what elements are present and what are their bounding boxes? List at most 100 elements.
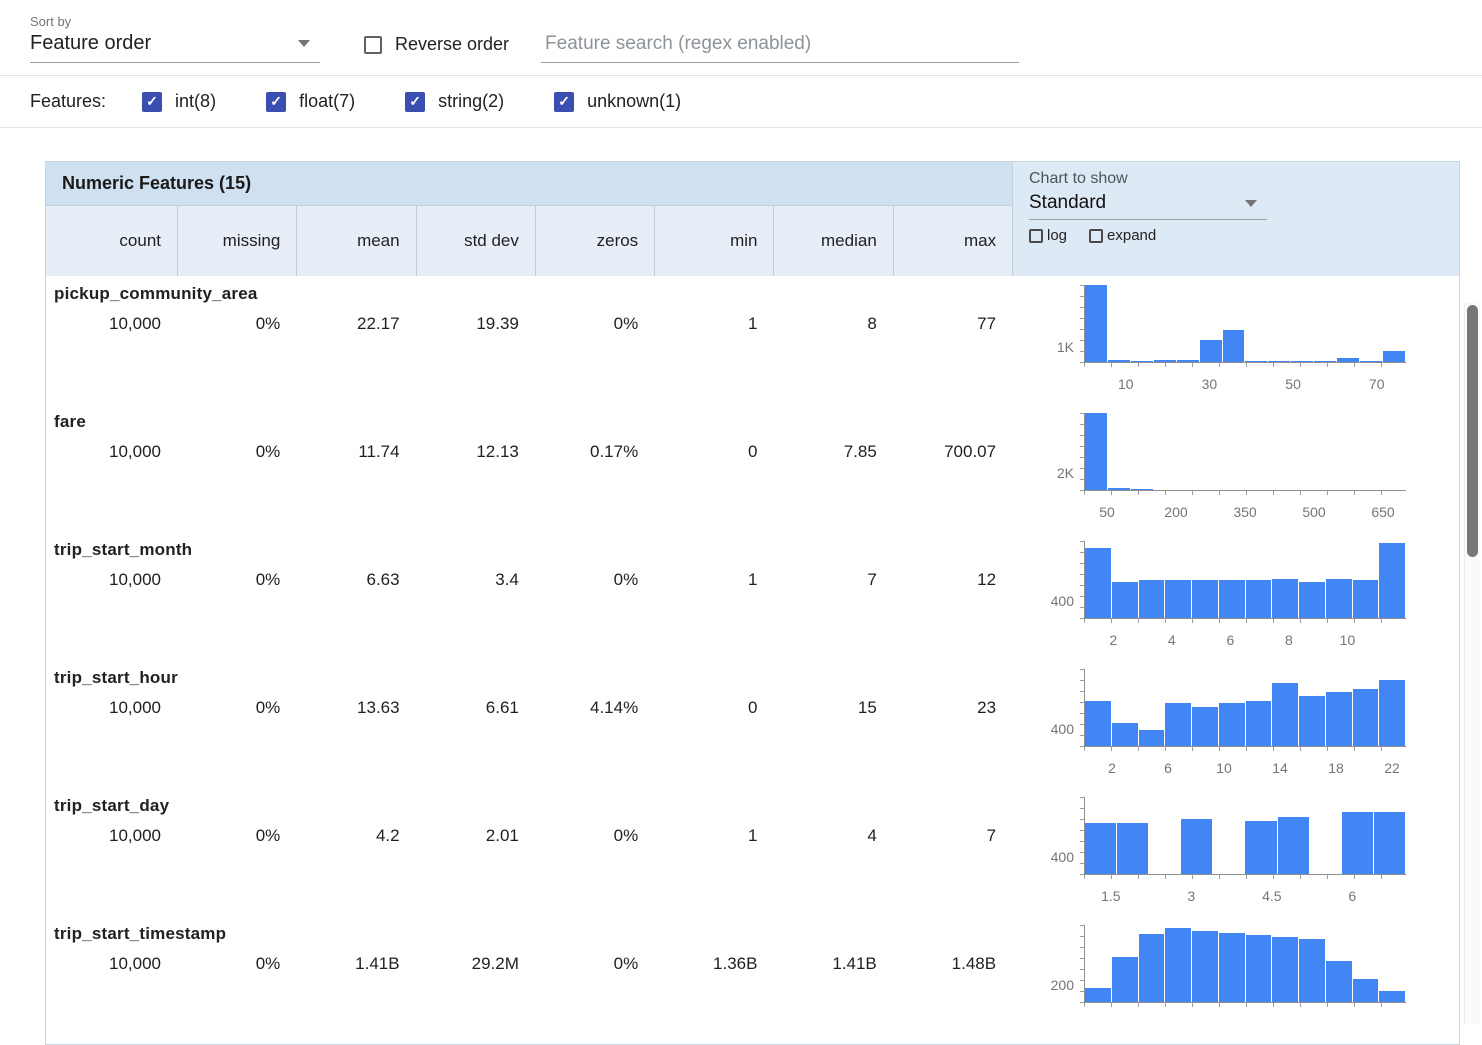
- filter-checkbox-int-8[interactable]: ✓: [142, 91, 163, 112]
- stat-median: 7.85: [843, 442, 877, 461]
- feature-stat-values: 10,000 0% 11.74 12.13 0.17% 0 7.85 700.07: [46, 442, 1012, 462]
- x-tick-label: 22: [1384, 760, 1400, 776]
- histogram-bar: [1218, 933, 1245, 1002]
- x-tick-label: 30: [1201, 376, 1218, 392]
- x-tick-label: 10: [1216, 760, 1232, 776]
- filter-int-8[interactable]: ✓ int(8): [142, 91, 216, 112]
- x-axis-ticks: [1084, 875, 1406, 879]
- feature-stats: trip_start_day 10,000 0% 4.2 2.01 0% 1 4 7: [46, 796, 1012, 916]
- y-axis: [1084, 925, 1085, 1003]
- stat-count: 10,000: [109, 826, 161, 845]
- histogram-bar: [1245, 701, 1272, 746]
- stat-max: 23: [977, 698, 997, 717]
- histogram-bars: [1085, 285, 1406, 362]
- log-checkbox[interactable]: [1029, 228, 1043, 243]
- x-tick-label: 50: [1099, 504, 1115, 520]
- y-axis: [1084, 541, 1085, 619]
- y-tick-label: 1K: [1056, 339, 1074, 356]
- stat-max: 12: [977, 570, 997, 589]
- stat-min: 0: [748, 442, 758, 461]
- expand-checkbox[interactable]: [1089, 228, 1104, 243]
- feature-search-input[interactable]: [543, 32, 1018, 56]
- column-header-median: median: [773, 206, 892, 276]
- histogram-bars: [1085, 925, 1406, 1002]
- histogram-bar: [1111, 582, 1138, 618]
- histogram-bar: [1107, 488, 1130, 490]
- chart-type-dropdown[interactable]: Standard: [1029, 192, 1267, 220]
- feature-stat-values: 10,000 0% 1.41B 29.2M 0% 1.36B 1.41B 1.48B: [46, 954, 1012, 974]
- stat-zeros: 4.14%: [589, 698, 639, 717]
- x-tick-label: 6: [1164, 760, 1172, 776]
- filter-string-2[interactable]: ✓ string(2): [405, 91, 504, 112]
- scrollbar-thumb[interactable]: [1467, 305, 1478, 557]
- feature-name: fare: [54, 412, 86, 431]
- histogram-bar: [1272, 579, 1298, 618]
- histogram-bar: [1325, 579, 1352, 618]
- filter-checkbox-unknown-1[interactable]: ✓: [554, 91, 575, 112]
- y-axis: [1084, 797, 1085, 875]
- sort-by-dropdown[interactable]: Feature order: [30, 32, 320, 63]
- stat-zeros: 0%: [613, 826, 639, 845]
- x-tick-label: 3: [1187, 888, 1196, 904]
- histogram-bar: [1218, 580, 1245, 618]
- y-tick-label: 400: [1050, 592, 1074, 609]
- histogram-bar: [1352, 689, 1379, 746]
- histogram-bar: [1373, 812, 1405, 874]
- table-header: Numeric Features (15) count missing mean st…: [46, 162, 1459, 276]
- histogram-bars: [1085, 541, 1406, 618]
- stat-zeros: 0%: [613, 954, 639, 973]
- x-axis-ticks: [1084, 1003, 1406, 1007]
- feature-stat-values: 10,000 0% 4.2 2.01 0% 1 4 7: [46, 826, 1012, 846]
- x-tick-label: 8: [1285, 632, 1293, 648]
- filter-label: float(7): [299, 91, 356, 111]
- feature-stats: trip_start_month 10,000 0% 6.63 3.4 0% 1 7 12: [46, 540, 1012, 660]
- x-tick-label: 2: [1108, 760, 1116, 776]
- filter-float-7[interactable]: ✓ float(7): [266, 91, 355, 112]
- filter-unknown-1[interactable]: ✓ unknown(1): [554, 91, 681, 112]
- histogram-bar: [1299, 582, 1325, 618]
- feature-stat-values: 10,000 0% 13.63 6.61 4.14% 0 15 23: [46, 698, 1012, 718]
- filter-checkbox-string-2[interactable]: ✓: [405, 91, 426, 112]
- feature-search-wrap: [541, 32, 1020, 63]
- feature-name: trip_start_day: [54, 796, 170, 815]
- stat-min: 1: [748, 826, 758, 845]
- histogram-bar: [1165, 703, 1191, 746]
- histogram-bar: [1085, 285, 1107, 362]
- x-axis: [1084, 1002, 1406, 1003]
- histogram-bar: [1352, 979, 1379, 1002]
- y-axis-ticks: [1080, 413, 1084, 491]
- x-tick-label: 350: [1233, 504, 1257, 520]
- x-axis-ticks: [1084, 747, 1406, 751]
- stat-mean: 1.41B: [355, 954, 400, 973]
- feature-stats: fare 10,000 0% 11.74 12.13 0.17% 0 7.85 700.07: [46, 412, 1012, 532]
- x-axis-ticks: [1084, 363, 1406, 367]
- reverse-order-label: Reverse order: [395, 34, 510, 54]
- x-tick-label: 4.5: [1262, 888, 1282, 904]
- stat-zeros: 0.17%: [589, 442, 639, 461]
- features-label: Features:: [30, 91, 107, 111]
- histogram-plot: 200: [1051, 925, 1406, 1007]
- histogram-bar: [1085, 413, 1107, 490]
- chart-to-show-label: Chart to show: [1029, 170, 1128, 187]
- y-axis: [1084, 285, 1085, 363]
- x-tick-label: 2: [1109, 632, 1118, 648]
- feature-filters: ✓ int(8) ✓ float(7) ✓ string(2) ✓ unknown(1): [142, 91, 731, 112]
- feature-stats: trip_start_timestamp 10,000 0% 1.41B 29.2M 0%…: [46, 924, 1012, 1044]
- filter-checkbox-float-7[interactable]: ✓: [266, 91, 287, 112]
- stat-missing: 0%: [255, 826, 281, 845]
- histogram-bar: [1277, 817, 1309, 874]
- stat-count: 10,000: [109, 570, 161, 589]
- histogram-plot: 2K 50 200 350 500 650: [1057, 413, 1406, 520]
- reverse-order-checkbox[interactable]: [364, 35, 382, 54]
- x-axis: [1084, 490, 1406, 491]
- x-tick-label: 6: [1226, 632, 1235, 648]
- sort-by-label: Sort by: [30, 14, 72, 29]
- feature-row-trip-start-month: trip_start_month 10,000 0% 6.63 3.4 0% 1 7 12 400…: [46, 532, 1459, 660]
- stat-missing: 0%: [255, 314, 281, 333]
- column-header-max: max: [892, 206, 1012, 276]
- histogram-bar: [1314, 361, 1337, 362]
- histogram-bar: [1153, 360, 1176, 362]
- column-header-min: min: [654, 206, 773, 276]
- x-tick-label: 1.5: [1101, 888, 1121, 904]
- histogram-plot: 1K 10 30 50 70: [1057, 285, 1406, 392]
